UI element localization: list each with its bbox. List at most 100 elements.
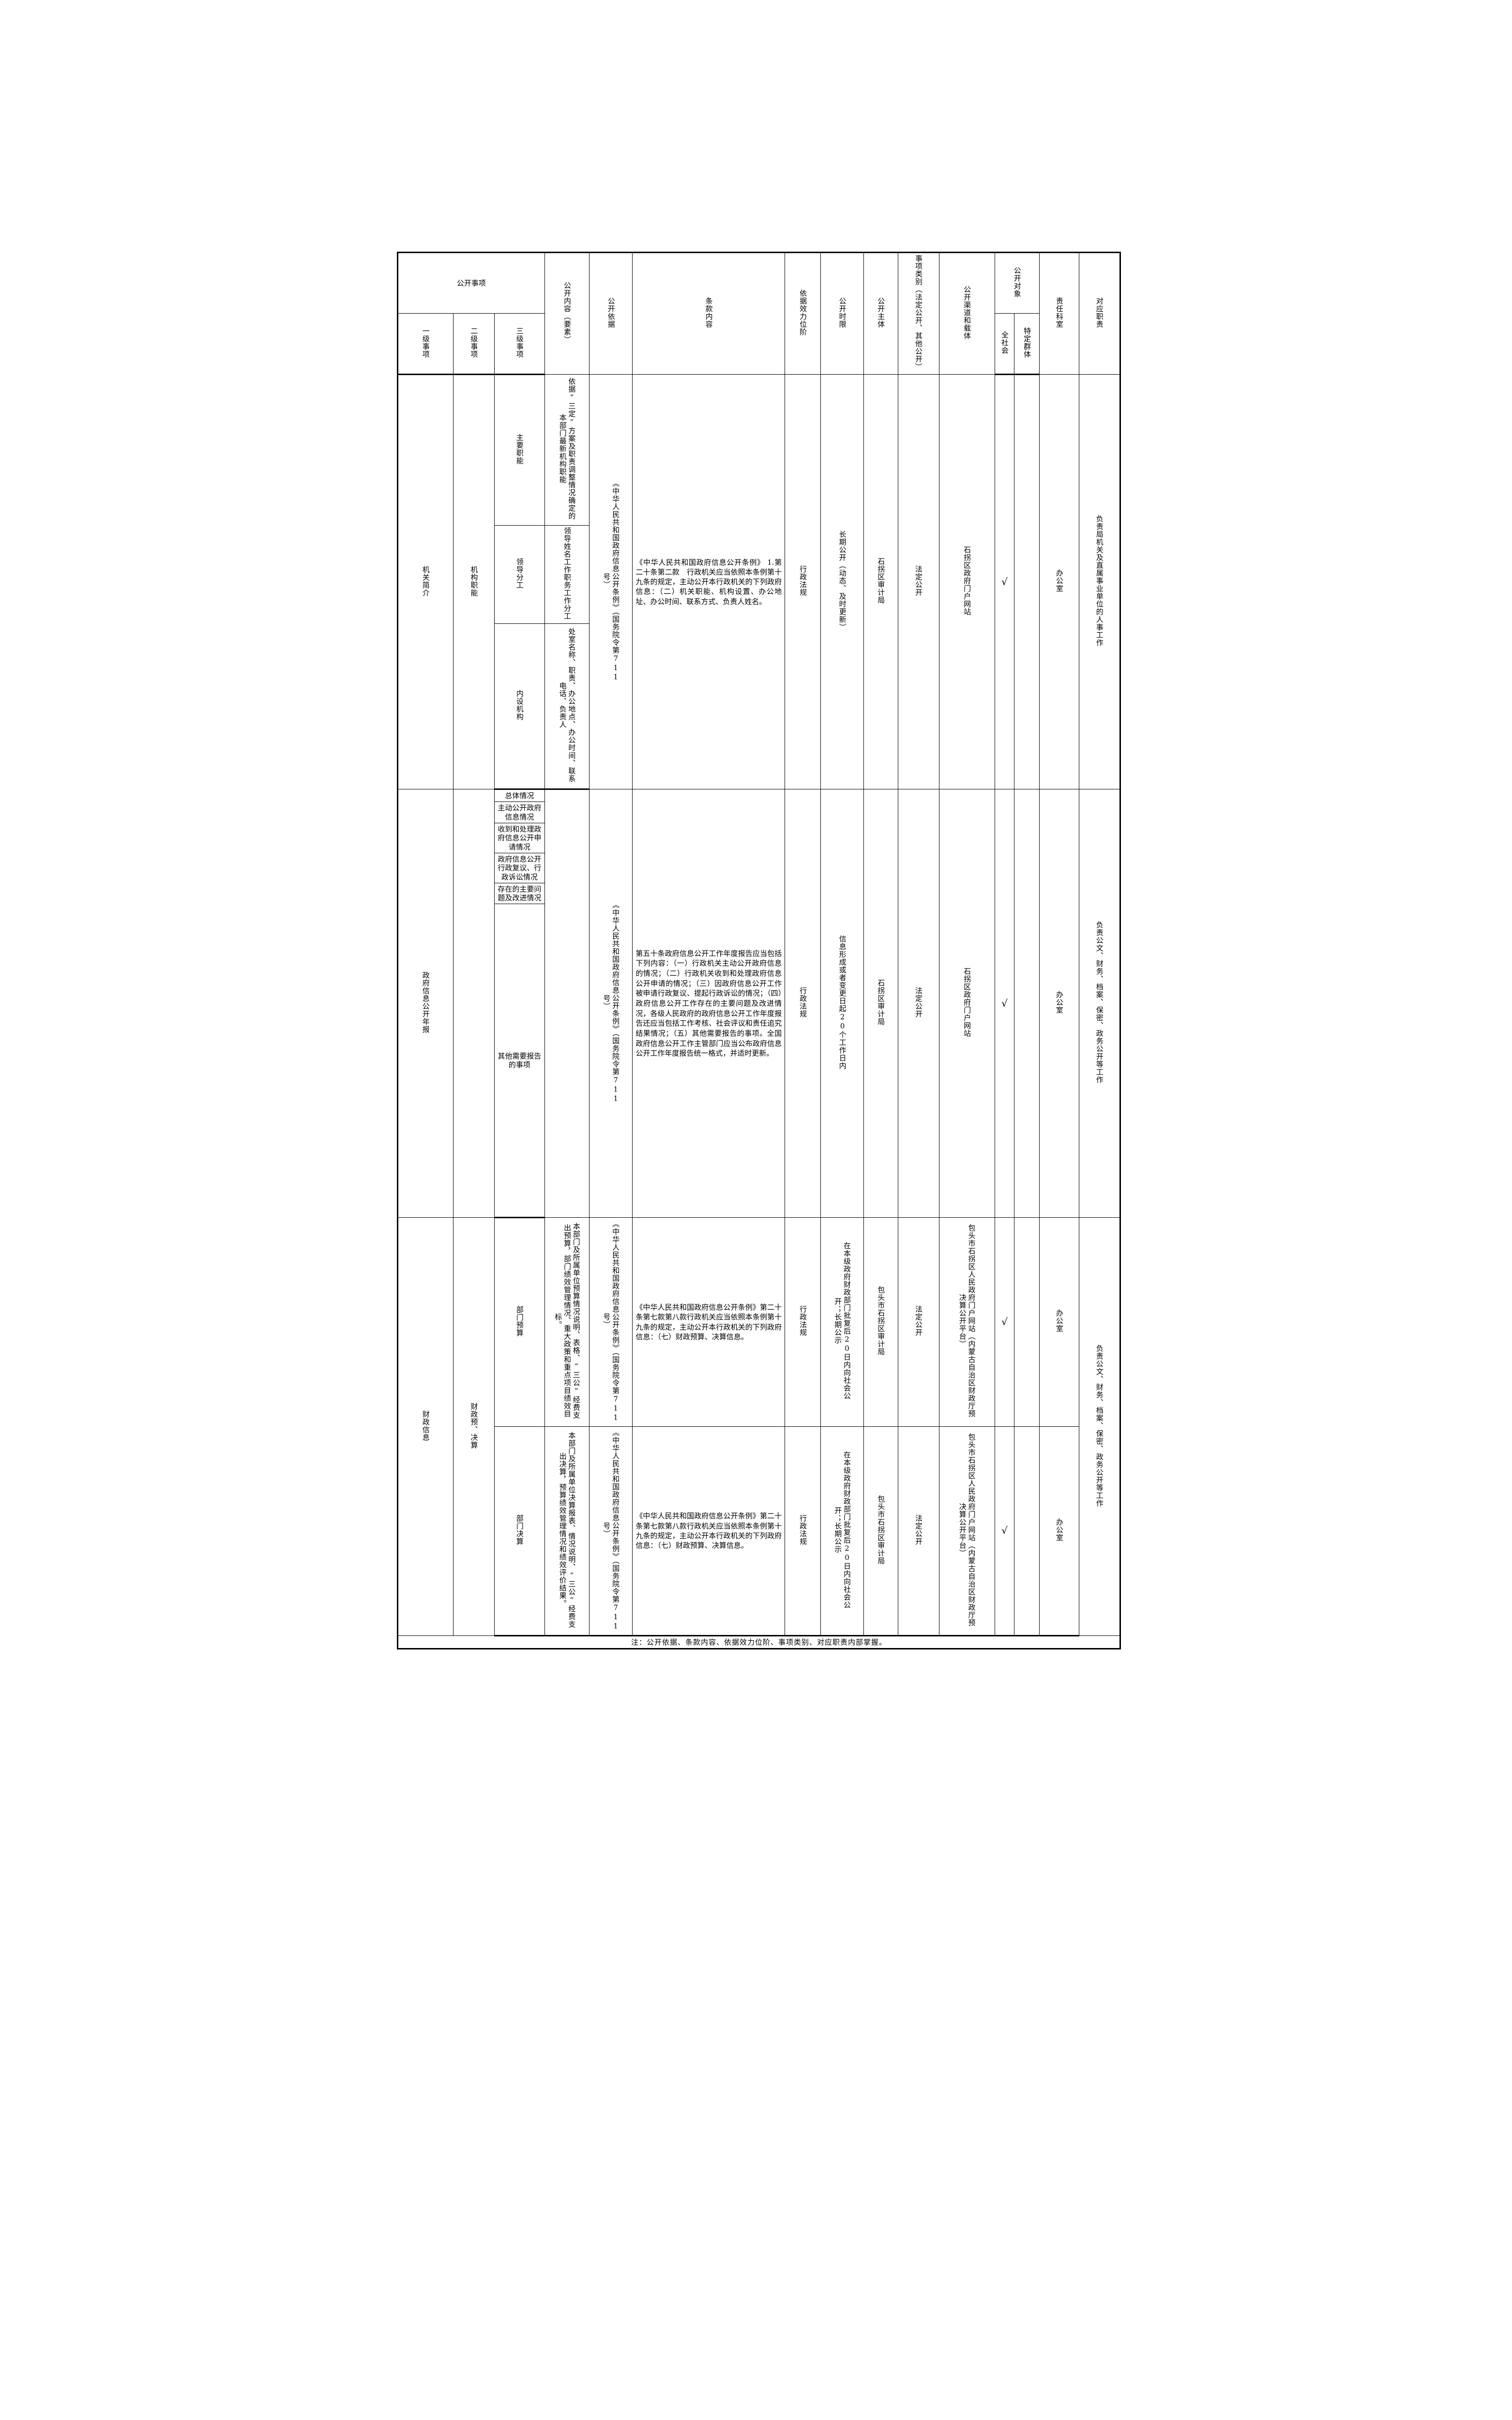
cell-rank: 行政法规 bbox=[785, 1426, 821, 1637]
cell-clause-text: 《中华人民共和国政府信息公开条例》第二十条第七款第八款行政机关应当依照本条例第十… bbox=[635, 1303, 782, 1341]
cell-basis: 《中华人民共和国政府信息公开条例》（国务院令第711号） bbox=[589, 374, 633, 790]
cell-level3: 总体情况 bbox=[494, 789, 545, 802]
header-col-rank-label: 依据效力位阶 bbox=[799, 289, 808, 336]
cell-content bbox=[544, 789, 590, 1218]
cell-clause: 第五十条政府信息公开工作年度报告应当包括下列内容：（一）行政机关主动公开政府信息… bbox=[632, 789, 786, 1218]
cell-clause: 《中华人民共和国政府信息公开条例》第二十条第七款第八款行政机关应当依照本条例第十… bbox=[632, 1217, 786, 1427]
cell-basis: 《中华人民共和国政府信息公开条例》（国务院令第711号） bbox=[589, 1426, 633, 1637]
cell-dept: 办公室 bbox=[1039, 789, 1079, 1218]
cell-target-all: √ bbox=[994, 1426, 1015, 1637]
cell-level3-text: 内设机构 bbox=[515, 689, 524, 721]
table-row: 政府信息公开行政复议、行政诉讼情况 bbox=[398, 852, 1120, 883]
cell-content: 本部门及所属单位决算报表、情况说明、“三公”经费支出决算，预算绩效管理情况和绩效… bbox=[544, 1426, 590, 1637]
table-row: 主动公开政府信息情况 bbox=[398, 802, 1120, 824]
cell-channel-text: 石拐区政府门户网站 bbox=[963, 968, 972, 1038]
cell-content-text: 本部门及所属单位预算情况说明、表格、“三公”经费支出预算，部门绩效管理情况、重大… bbox=[554, 1223, 581, 1420]
cell-dept-text: 办公室 bbox=[1055, 569, 1064, 593]
cell-level1: 财政信息 bbox=[397, 1217, 454, 1636]
cell-dept: 办公室 bbox=[1039, 1426, 1079, 1637]
cell-category: 法定公开 bbox=[897, 374, 939, 790]
cell-dept: 办公室 bbox=[1039, 374, 1079, 790]
cell-level3: 主动公开政府信息情况 bbox=[494, 802, 545, 824]
check-mark-icon: √ bbox=[1001, 997, 1008, 1009]
cell-limit-text: 信息形成或者变更日起20个工作日内 bbox=[838, 935, 847, 1070]
cell-dept-text: 办公室 bbox=[1055, 1518, 1064, 1542]
disclosure-matrix-table: 公开事项 公开内容（要素） 公开依据 条款内容 依据效力位阶 公开时限 公开主体… bbox=[397, 252, 1121, 1650]
header-col-dept: 责任科室 bbox=[1039, 252, 1079, 375]
cell-rank-text: 行政法规 bbox=[799, 1514, 808, 1545]
cell-duty: 负责公文、财务、档案、保密、政务公开等工作 bbox=[1078, 1217, 1121, 1636]
header-col-category-label: 事项类别（法定公开、其他公开） bbox=[914, 255, 923, 371]
cell-level1-text: 财政信息 bbox=[421, 1410, 430, 1441]
cell-basis-text: 《中华人民共和国政府信息公开条例》（国务院令第711号） bbox=[602, 901, 620, 1104]
cell-subject: 包头市石拐区审计局 bbox=[863, 1217, 898, 1427]
table-row: 存在的主要问题及改进情况 bbox=[398, 882, 1120, 905]
cell-level2-text: 机构职能 bbox=[469, 565, 479, 597]
cell-basis-text: 《中华人民共和国政府信息公开条例》（国务院令第711号） bbox=[602, 1429, 620, 1631]
check-mark-icon: √ bbox=[1001, 1316, 1008, 1328]
table-body: 机关简介 机构职能 主要职能 依据“三定”方案及职责调整情况确定的本部门最新机构… bbox=[397, 374, 1121, 1649]
cell-level1-text: 机关简介 bbox=[421, 565, 430, 597]
cell-dept-text: 办公室 bbox=[1055, 991, 1064, 1014]
cell-level1: 机关简介 bbox=[397, 374, 454, 790]
cell-duty: 负责公文、财务、档案、保密、政务公开等工作 bbox=[1078, 789, 1121, 1218]
cell-duty-text: 负责局机关及直属事业单位的人事工作 bbox=[1095, 515, 1104, 647]
header-col-target-all-label: 全社会 bbox=[1000, 331, 1009, 355]
header-col-subject-label: 公开主体 bbox=[877, 297, 886, 328]
table-row: 领导分工 领导姓名工作职务工作分工 bbox=[398, 525, 1120, 624]
header-group-row: 公开事项 公开内容（要素） 公开依据 条款内容 依据效力位阶 公开时限 公开主体… bbox=[397, 252, 1121, 375]
cell-category-text: 法定公开 bbox=[914, 1514, 923, 1545]
table-row: 其他需要报告的事项 bbox=[398, 904, 1120, 1219]
cell-level2: 财政预、决算 bbox=[453, 1217, 495, 1636]
cell-subject: 包头市石拐区审计局 bbox=[863, 1426, 898, 1637]
header-col-clause: 条款内容 bbox=[632, 252, 786, 375]
header-col-target-specific: 特定群体 bbox=[1014, 313, 1040, 376]
cell-level3: 其他需要报告的事项 bbox=[494, 904, 545, 1219]
cell-level2 bbox=[453, 789, 495, 1218]
cell-category: 法定公开 bbox=[897, 1426, 939, 1637]
header-col-duty-label: 对应职责 bbox=[1095, 297, 1104, 328]
cell-target-specific bbox=[1014, 374, 1040, 790]
cell-level3: 内设机构 bbox=[494, 623, 545, 790]
cell-subject-text: 包头市石拐区审计局 bbox=[877, 1495, 886, 1565]
cell-clause-text: 第五十条政府信息公开工作年度报告应当包括下列内容：（一）行政机关主动公开政府信息… bbox=[635, 949, 782, 1058]
table-footnote-row: 注：公开依据、条款内容、依据效力位阶、事项类别、对应职责内部掌握。 bbox=[397, 1635, 1120, 1649]
cell-duty: 负责局机关及直属事业单位的人事工作 bbox=[1078, 374, 1121, 790]
cell-channel: 石拐区政府门户网站 bbox=[938, 789, 995, 1218]
cell-clause: 《中华人民共和国政府信息公开条例》第二十条第七款第八款行政机关应当依照本条例第十… bbox=[632, 1426, 786, 1637]
cell-dept-text: 办公室 bbox=[1055, 1309, 1064, 1333]
cell-limit-text: 在本级政府财政部门批复后20日内向社会公开；长期公示 bbox=[833, 1451, 851, 1609]
cell-subject-text: 石拐区审计局 bbox=[877, 979, 886, 1026]
cell-level3: 领导分工 bbox=[494, 525, 545, 624]
header-col-clause-label: 条款内容 bbox=[704, 297, 713, 328]
header-col-level3-label: 三级事项 bbox=[515, 327, 524, 359]
cell-rank: 行政法规 bbox=[785, 374, 821, 790]
cell-basis: 《中华人民共和国政府信息公开条例》（国务院令第711号） bbox=[589, 789, 633, 1218]
cell-content: 依据“三定”方案及职责调整情况确定的本部门最新机构职能 bbox=[544, 374, 590, 526]
cell-level3-text: 收到和处理政府信息公开申请情况 bbox=[498, 825, 542, 851]
cell-clause-text: 《中华人民共和国政府信息公开条例》 1.第二十条第二款 行政机关应当依照本条例第… bbox=[635, 558, 782, 606]
cell-rank: 行政法规 bbox=[785, 789, 821, 1218]
cell-limit: 在本级政府财政部门批复后20日内向社会公开；长期公示 bbox=[820, 1217, 864, 1427]
cell-clause-text: 《中华人民共和国政府信息公开条例》第二十条第七款第八款行政机关应当依照本条例第十… bbox=[635, 1512, 782, 1550]
cell-duty-text: 负责公文、财务、档案、保密、政务公开等工作 bbox=[1095, 1344, 1104, 1507]
header-col-target-all: 全社会 bbox=[994, 313, 1015, 376]
cell-channel: 包头市石拐区人民政府门户网站（内蒙古自治区财政厅预决算公开平台） bbox=[938, 1426, 995, 1637]
cell-basis-text: 《中华人民共和国政府信息公开条例》（国务院令第711号） bbox=[602, 480, 620, 682]
table-row: 财政信息 财政预、决算 部门预算 本部门及所属单位预算情况说明、表格、“三公”经… bbox=[397, 1217, 1121, 1636]
cell-target-specific bbox=[1014, 1426, 1040, 1637]
cell-dept: 办公室 bbox=[1039, 1217, 1079, 1427]
cell-level2: 机构职能 bbox=[453, 374, 495, 790]
header-col-level2: 二级事项 bbox=[453, 313, 495, 376]
table-row: 机关简介 机构职能 主要职能 依据“三定”方案及职责调整情况确定的本部门最新机构… bbox=[397, 374, 1121, 790]
cell-limit: 长期公开（动态、及时更新） bbox=[820, 374, 864, 790]
cell-category-text: 法定公开 bbox=[914, 565, 923, 597]
cell-level3: 部门决算 bbox=[494, 1426, 545, 1637]
cell-subject: 石拐区审计局 bbox=[863, 374, 898, 790]
cell-subject: 石拐区审计局 bbox=[863, 789, 898, 1218]
header-col-level3: 三级事项 bbox=[494, 313, 545, 376]
cell-rank-text: 行政法规 bbox=[799, 987, 808, 1018]
header-col-dept-label: 责任科室 bbox=[1055, 297, 1064, 328]
cell-clause: 《中华人民共和国政府信息公开条例》 1.第二十条第二款 行政机关应当依照本条例第… bbox=[632, 374, 786, 790]
cell-content-text: 依据“三定”方案及职责调整情况确定的本部门最新机构职能 bbox=[558, 378, 576, 520]
